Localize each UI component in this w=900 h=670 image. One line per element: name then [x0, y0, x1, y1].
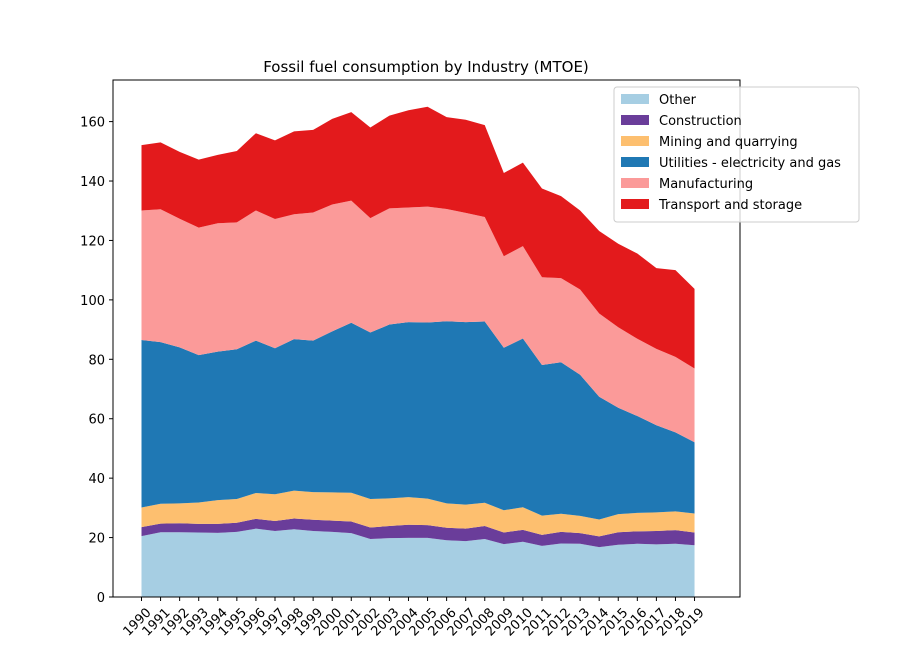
legend-swatch	[621, 94, 649, 104]
area-series-4	[141, 200, 695, 443]
area-layers	[141, 106, 695, 597]
x-axis: 1990199119921993199419951996199719981999…	[121, 597, 708, 639]
legend-swatch	[621, 178, 649, 188]
y-tick-label: 20	[88, 532, 105, 547]
y-tick-label: 120	[80, 234, 105, 249]
y-tick-label: 160	[80, 116, 105, 131]
legend-swatch	[621, 157, 649, 167]
legend-box	[613, 86, 860, 223]
area-series-3	[141, 321, 695, 520]
y-axis: 0 20 40 60 80 100 120 140 160	[80, 116, 113, 606]
y-tick-label: 60	[88, 413, 105, 428]
y-tick-label: 140	[80, 175, 105, 190]
legend-label: Transport and storage	[658, 198, 802, 213]
area-series-0	[141, 528, 695, 597]
legend-label: Other	[659, 93, 697, 108]
legend-label: Mining and quarrying	[659, 135, 798, 150]
plot-frame	[112, 79, 741, 598]
y-tick-label: 100	[80, 294, 105, 309]
legend-label: Construction	[659, 114, 742, 129]
area-series-2	[141, 490, 695, 537]
chart-title: Fossil fuel consumption by Industry (MTO…	[263, 58, 589, 76]
legend-label: Manufacturing	[659, 177, 753, 192]
y-tick-label: 40	[88, 472, 105, 487]
area-series-1	[141, 518, 695, 548]
legend-swatch	[621, 115, 649, 125]
legend: Other Construction Mining and quarrying Uti…	[613, 86, 860, 223]
y-tick-label: 80	[88, 353, 105, 368]
legend-label: Utilities - electricity and gas	[659, 156, 841, 171]
legend-swatch	[621, 136, 649, 146]
y-tick-label: 0	[97, 591, 105, 606]
area-series-5	[141, 106, 695, 369]
legend-swatch	[621, 199, 649, 209]
